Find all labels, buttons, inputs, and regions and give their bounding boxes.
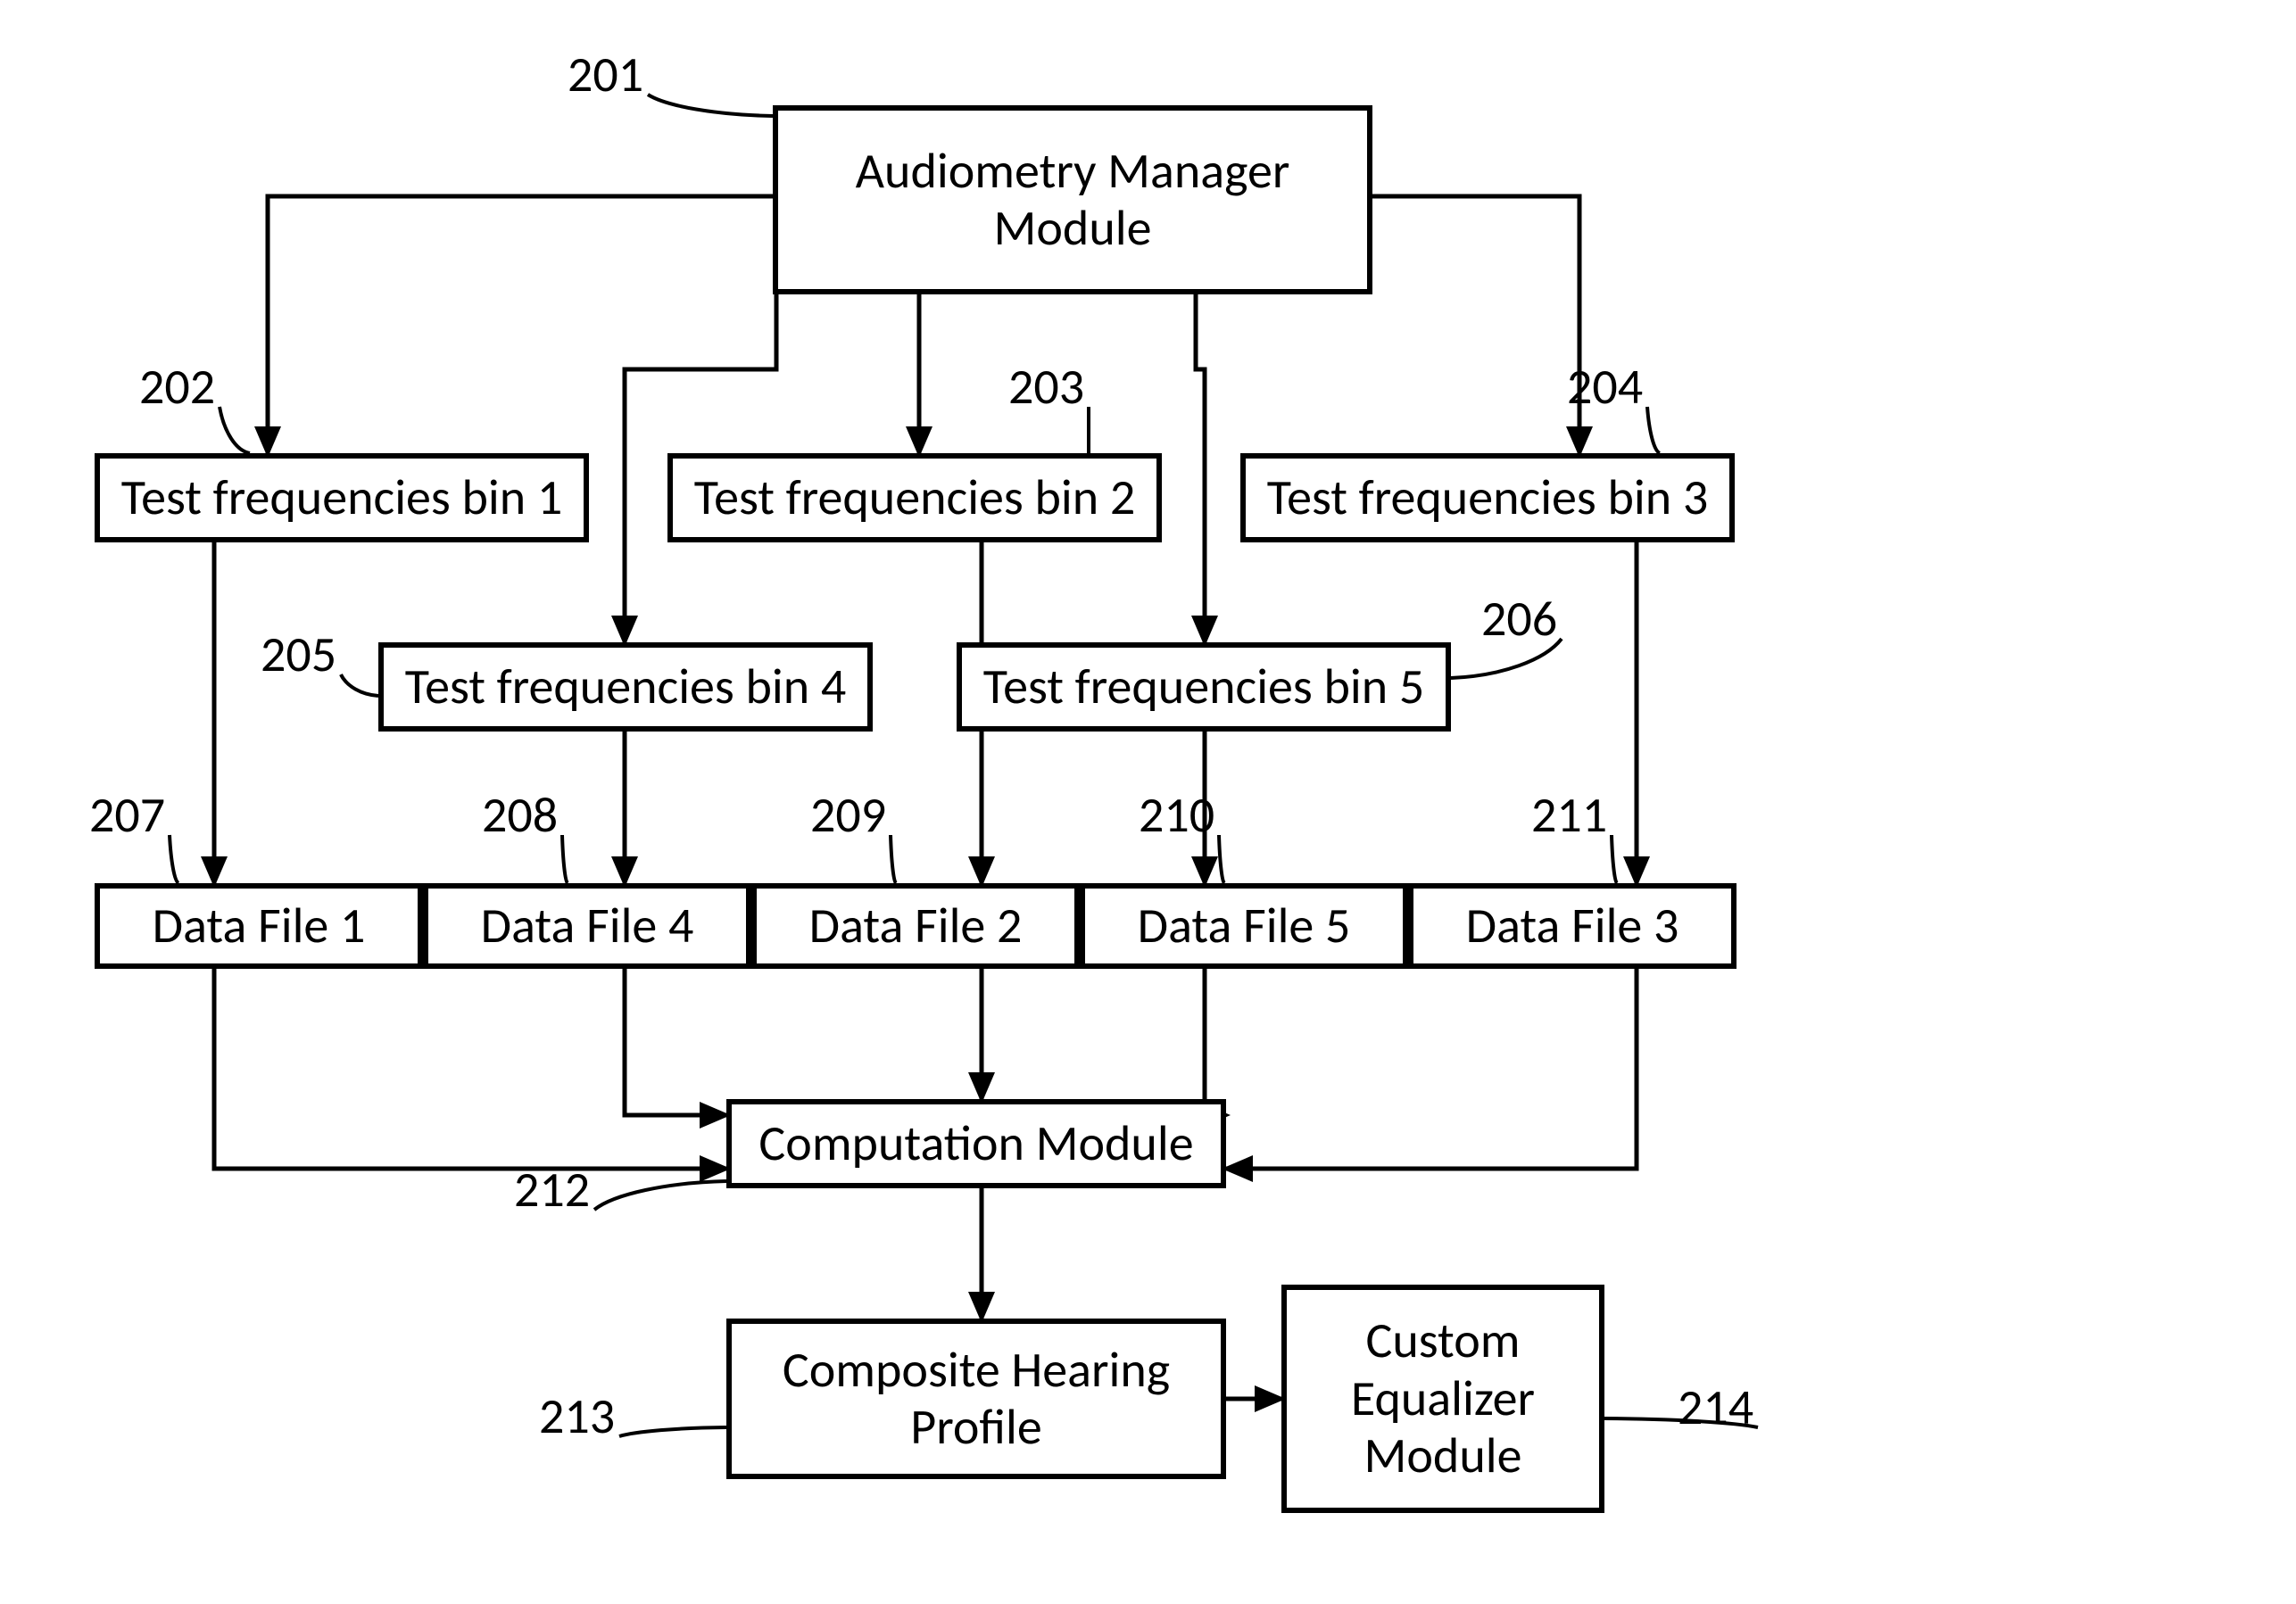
ref-label-text: 209 (810, 785, 886, 846)
ref-label-211: 211 (1531, 785, 1607, 846)
ref-lead-line (648, 95, 773, 116)
node-label: Data File 4 (481, 897, 694, 955)
node-label: Test frequencies bin 5 (983, 658, 1424, 715)
ref-label-214: 214 (1678, 1377, 1753, 1438)
node-n211: Data File 3 (1408, 883, 1737, 969)
ref-label-text: 208 (482, 785, 558, 846)
node-label: Data File 5 (1138, 897, 1351, 955)
ref-lead-line (1647, 407, 1660, 453)
node-n207: Data File 1 (95, 883, 423, 969)
ref-label-text: 201 (568, 45, 643, 105)
ref-label-text: 212 (514, 1160, 590, 1220)
ref-lead-line (619, 1427, 726, 1436)
node-label: Composite HearingProfile (783, 1342, 1170, 1457)
ref-lead-line (891, 835, 896, 883)
ref-label-208: 208 (482, 785, 558, 846)
ref-label-text: 207 (89, 785, 165, 846)
ref-label-205: 205 (261, 624, 336, 685)
node-n209: Data File 2 (751, 883, 1080, 969)
node-n210: Data File 5 (1080, 883, 1408, 969)
ref-lead-line (562, 835, 568, 883)
ref-label-206: 206 (1481, 589, 1557, 649)
ref-lead-line (1612, 835, 1617, 883)
ref-label-text: 206 (1481, 589, 1557, 649)
ref-label-text: 204 (1567, 357, 1643, 418)
edge (625, 969, 726, 1115)
node-n206: Test frequencies bin 5 (957, 642, 1451, 732)
node-label: CustomEqualizerModule (1351, 1312, 1535, 1484)
diagram-canvas: Audiometry ManagerModule Test frequencies… (0, 0, 2296, 1604)
ref-label-213: 213 (539, 1386, 615, 1447)
node-n203: Test frequencies bin 2 (667, 453, 1162, 542)
node-n201: Audiometry ManagerModule (773, 105, 1372, 294)
ref-lead-line (341, 674, 378, 696)
node-label: Data File 2 (809, 897, 1023, 955)
ref-lead-line (170, 835, 178, 883)
node-n208: Data File 4 (423, 883, 751, 969)
node-n213: Composite HearingProfile (726, 1319, 1226, 1479)
ref-label-207: 207 (89, 785, 165, 846)
ref-label-text: 214 (1678, 1377, 1753, 1438)
ref-lead-line (220, 407, 250, 453)
ref-lead-line (1219, 835, 1224, 883)
ref-lead-line (594, 1181, 726, 1210)
ref-label-202: 202 (139, 357, 215, 418)
ref-label-210: 210 (1139, 785, 1214, 846)
node-label: Data File 1 (153, 897, 366, 955)
node-label: Test frequencies bin 4 (405, 658, 846, 715)
ref-label-text: 202 (139, 357, 215, 418)
node-label: Computation Module (758, 1115, 1193, 1172)
edge (1196, 294, 1205, 642)
ref-label-212: 212 (514, 1160, 590, 1220)
edge (1226, 969, 1637, 1169)
node-label: Data File 3 (1466, 897, 1679, 955)
edge (214, 969, 726, 1169)
node-n205: Test frequencies bin 4 (378, 642, 873, 732)
node-n214: CustomEqualizerModule (1281, 1285, 1604, 1513)
ref-label-201: 201 (568, 45, 643, 105)
node-label: Test frequencies bin 2 (694, 469, 1135, 526)
edge (1205, 969, 1226, 1115)
node-label: Audiometry ManagerModule (856, 143, 1290, 258)
ref-label-text: 210 (1139, 785, 1214, 846)
node-label: Test frequencies bin 3 (1267, 469, 1708, 526)
ref-label-209: 209 (810, 785, 886, 846)
ref-label-text: 211 (1531, 785, 1607, 846)
ref-label-text: 213 (539, 1386, 615, 1447)
node-n202: Test frequencies bin 1 (95, 453, 589, 542)
node-label: Test frequencies bin 1 (121, 469, 562, 526)
node-n212: Computation Module (726, 1099, 1226, 1188)
ref-label-text: 205 (261, 624, 336, 685)
edge (268, 196, 773, 453)
ref-label-text: 203 (1008, 357, 1084, 418)
node-n204: Test frequencies bin 3 (1240, 453, 1735, 542)
edge (1372, 196, 1579, 453)
ref-label-204: 204 (1567, 357, 1643, 418)
ref-label-203: 203 (1008, 357, 1084, 418)
